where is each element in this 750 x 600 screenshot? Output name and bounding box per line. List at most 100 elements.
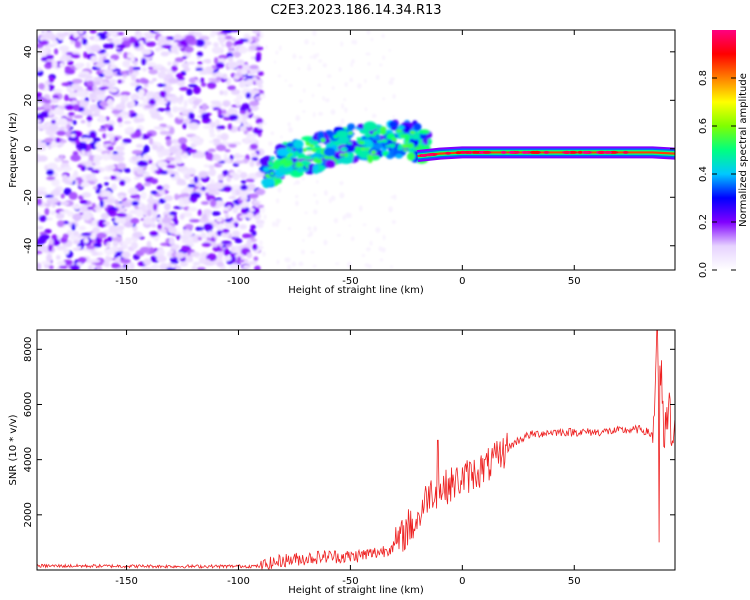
heatmap-cell <box>71 78 83 84</box>
heatmap-cell <box>120 114 130 119</box>
heatmap-cell <box>500 150 507 154</box>
heatmap-cell <box>169 211 178 216</box>
heatmap-cell <box>141 267 152 270</box>
heatmap-cell <box>221 43 226 48</box>
heatmap-cell <box>81 149 86 157</box>
heatmap-cell <box>62 31 69 36</box>
heatmap-cell <box>363 121 377 132</box>
heatmap-cell <box>80 120 86 124</box>
heatmap-cell <box>379 63 383 67</box>
heatmap-cell <box>207 230 213 239</box>
heatmap-cell <box>62 177 69 183</box>
heatmap-cell <box>388 49 391 52</box>
heatmap-cell <box>144 104 155 109</box>
heatmap-cell <box>117 79 123 84</box>
heatmap-cell <box>340 118 345 124</box>
heatmap-cell <box>391 220 396 224</box>
heatmap-cell <box>52 94 60 100</box>
heatmap-cell <box>117 247 124 252</box>
heatmap-cell <box>311 148 316 152</box>
heatmap-cell <box>224 213 230 220</box>
heatmap-cell <box>241 233 252 239</box>
heatmap-cell <box>151 223 157 228</box>
heatmap-cell <box>48 124 59 132</box>
heatmap-cell <box>170 173 175 177</box>
heatmap-cell <box>93 242 102 248</box>
heatmap-cell <box>115 103 126 111</box>
heatmap-cell <box>45 54 54 60</box>
heatmap-cell <box>67 60 74 66</box>
heatmap-cell <box>112 240 119 247</box>
y-tick-label: 0 <box>23 146 34 152</box>
heatmap-cell <box>255 171 265 178</box>
heatmap-cell <box>237 46 248 54</box>
heatmap-cell <box>205 58 212 64</box>
snr-y-ticks: 2000 4000 6000 8000 <box>23 337 675 528</box>
colorbar-tick-label: 0.4 <box>698 166 709 182</box>
heatmap-cell <box>226 77 231 86</box>
heatmap-cell <box>344 82 348 87</box>
heatmap-cell <box>61 160 70 164</box>
heatmap-cell <box>315 144 322 148</box>
heatmap-cell <box>301 177 305 181</box>
heatmap-cell <box>152 203 158 211</box>
heatmap-cell <box>123 120 132 125</box>
heatmap-cell <box>381 247 386 253</box>
colorbar-tick-label: 0.2 <box>698 214 709 230</box>
heatmap-cell <box>259 240 263 246</box>
heatmap-cell <box>193 176 199 184</box>
heatmap-cell <box>397 125 405 130</box>
heatmap-cell <box>128 66 134 74</box>
heatmap-cell <box>150 190 158 195</box>
heatmap-cell <box>41 56 48 62</box>
heatmap-cell <box>161 216 172 224</box>
heatmap-cell <box>249 143 258 150</box>
heatmap-cell <box>142 67 147 72</box>
heatmap-cell <box>106 33 111 37</box>
heatmap-cell <box>298 166 304 170</box>
heatmap-cell <box>166 267 174 270</box>
heatmap-cell <box>295 195 299 199</box>
heatmap-cell <box>315 180 319 184</box>
heatmap-cell <box>218 222 223 230</box>
heatmap-cell <box>43 137 55 143</box>
x-tick-label: 50 <box>568 276 581 287</box>
colorbar-tick-label: 0.0 <box>698 262 709 278</box>
heatmap-cell <box>195 67 204 71</box>
heatmap-cell <box>117 116 123 124</box>
heatmap-cell <box>182 201 189 206</box>
heatmap-cell <box>209 127 215 135</box>
heatmap-cell <box>72 120 77 125</box>
heatmap-cell <box>142 153 149 161</box>
heatmap-cell <box>171 65 178 72</box>
snr-frame <box>36 329 676 571</box>
heatmap-cell <box>249 160 255 168</box>
heatmap-cell <box>313 209 318 215</box>
heatmap-cell <box>69 264 80 270</box>
heatmap-cell <box>211 211 221 216</box>
heatmap-cell <box>381 139 388 143</box>
heatmap-cell <box>52 39 58 47</box>
heatmap-cell <box>65 52 74 56</box>
heatmap-cell <box>217 108 223 116</box>
heatmap-cell <box>284 257 290 263</box>
heatmap-cell <box>106 38 113 42</box>
colorbar-tick-label: 0.8 <box>698 70 709 86</box>
heatmap-cell <box>268 141 273 146</box>
heatmap-cell <box>366 247 371 252</box>
heatmap-cell <box>192 261 201 266</box>
heatmap-cell <box>232 173 240 181</box>
heatmap-cell <box>201 242 212 247</box>
heatmap-cell <box>220 133 229 141</box>
snr-panel: -150 -100 -50 0 50 2000 4000 6000 8000 Height o… <box>8 329 676 596</box>
heatmap-cell <box>165 238 170 244</box>
heatmap-cell <box>246 211 254 219</box>
heatmap-cell <box>153 126 165 130</box>
heatmap-cell <box>110 175 117 180</box>
heatmap-cell <box>257 71 264 76</box>
colorbar-gradient <box>712 30 736 270</box>
heatmap-cell <box>349 77 353 83</box>
heatmap-cell <box>90 55 98 63</box>
heatmap-cell <box>50 98 59 104</box>
heatmap-cell <box>312 164 319 171</box>
